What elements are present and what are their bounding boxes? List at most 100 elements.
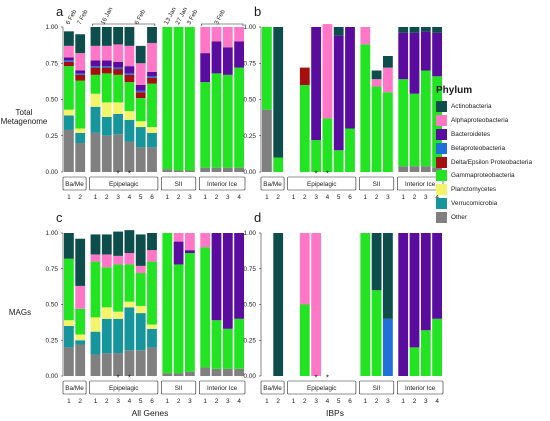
group-label: Interior Ice	[405, 385, 436, 392]
x-tick-label: 4	[435, 398, 439, 405]
bar-segment	[75, 80, 86, 129]
bar-segment	[173, 373, 184, 376]
legend-item: Bacteroidetes	[436, 128, 548, 142]
bar-segment	[211, 368, 222, 376]
bar-segment	[162, 27, 173, 170]
bar-segment	[345, 27, 355, 129]
x-tick-label: 2	[375, 194, 379, 201]
bar-segment	[147, 132, 157, 148]
significance-star: *	[128, 170, 131, 179]
bar-segment	[135, 265, 146, 274]
bar-segment	[64, 31, 74, 46]
bar-segment	[211, 41, 222, 74]
bar-segment	[333, 35, 344, 151]
legend-label: Betaproteobacteria	[451, 144, 506, 152]
bar-segment	[124, 350, 135, 376]
bar	[333, 27, 344, 172]
bar-segment	[147, 71, 157, 77]
bar	[360, 233, 371, 376]
significance-star: *	[315, 374, 318, 383]
bar-segment	[64, 233, 74, 259]
bar-segment	[90, 261, 101, 318]
x-tick-label: 2	[413, 398, 417, 405]
date-label: 7 Feb	[76, 8, 90, 26]
bar-segment	[113, 27, 123, 45]
group-label: Ba/Me	[65, 385, 84, 392]
bar-segment	[173, 27, 184, 171]
bar-segment	[262, 109, 272, 172]
bar-segment	[398, 166, 409, 172]
bar-segment	[101, 27, 112, 46]
bar	[90, 27, 101, 172]
bar-segment	[262, 27, 272, 110]
x-tick-label: 3	[424, 194, 428, 201]
bar	[420, 27, 431, 172]
bar-segment	[75, 308, 86, 335]
y-tick-label: 0.00	[46, 373, 59, 380]
x-tick-label: 1	[265, 398, 269, 405]
bar-segment	[299, 233, 310, 305]
bar	[383, 233, 393, 376]
bar-segment	[90, 74, 101, 94]
bar-segment	[124, 111, 135, 120]
bar-segment	[90, 354, 101, 376]
bar	[322, 24, 333, 172]
bar-segment	[234, 27, 244, 42]
x-tick-label: 1	[364, 194, 368, 201]
bar-segment	[124, 307, 135, 351]
bar-segment	[234, 67, 244, 168]
bar-segment	[147, 83, 157, 128]
group-label: Interior Ice	[207, 385, 238, 392]
bar	[90, 234, 101, 376]
x-tick-label: 3	[188, 398, 192, 405]
group-box	[161, 176, 197, 191]
x-tick-label: 1	[203, 398, 207, 405]
bar-segment	[162, 233, 173, 374]
bar-segment	[360, 44, 371, 172]
bar-segment	[113, 311, 123, 319]
bar-segment	[101, 254, 112, 268]
y-tick-label: 0.75	[46, 60, 59, 67]
x-tick-label: 1	[401, 194, 405, 201]
bar-segment	[90, 132, 101, 172]
bar-segment	[398, 79, 409, 167]
row-label-line2: Metagenome	[0, 117, 48, 126]
y-tick-label: 0.50	[244, 97, 257, 104]
bar-segment	[234, 167, 244, 172]
x-tick-label: 4	[326, 194, 330, 201]
legend-item: Gammaproteobacteria	[436, 169, 548, 183]
group-label: SII	[373, 181, 381, 188]
bar-segment	[64, 45, 74, 58]
bar-segment	[173, 170, 184, 172]
x-tick-label: 2	[78, 398, 82, 405]
bar	[409, 27, 420, 172]
bar-segment	[185, 27, 195, 171]
x-tick-label: 2	[375, 398, 379, 405]
legend-label: Alphaproteobacteria	[451, 117, 509, 125]
bar-segment	[101, 135, 112, 172]
bar-segment	[432, 167, 442, 172]
bar-segment	[64, 320, 74, 326]
legend-label: Actinobacteria	[451, 103, 492, 111]
bar-segment	[299, 85, 310, 172]
bar	[173, 27, 184, 172]
bar-segment	[200, 367, 211, 376]
bar-segment	[185, 371, 195, 376]
bar-segment	[371, 86, 382, 172]
bar-segment	[273, 157, 284, 172]
bar	[200, 27, 211, 172]
bar-segment	[371, 79, 382, 87]
bar-segment	[75, 334, 86, 341]
date-bracket	[92, 23, 156, 26]
bar-segment	[299, 304, 310, 376]
bar-segment	[409, 93, 420, 167]
legend-swatch	[436, 156, 447, 168]
bar-segment	[311, 27, 321, 141]
legend-swatch	[436, 197, 447, 209]
panel-letter: a	[56, 4, 64, 19]
y-tick-label: 0.00	[244, 373, 257, 380]
bar	[113, 231, 123, 376]
x-tick-label: 1	[292, 398, 296, 405]
group-label: SII	[373, 385, 381, 392]
